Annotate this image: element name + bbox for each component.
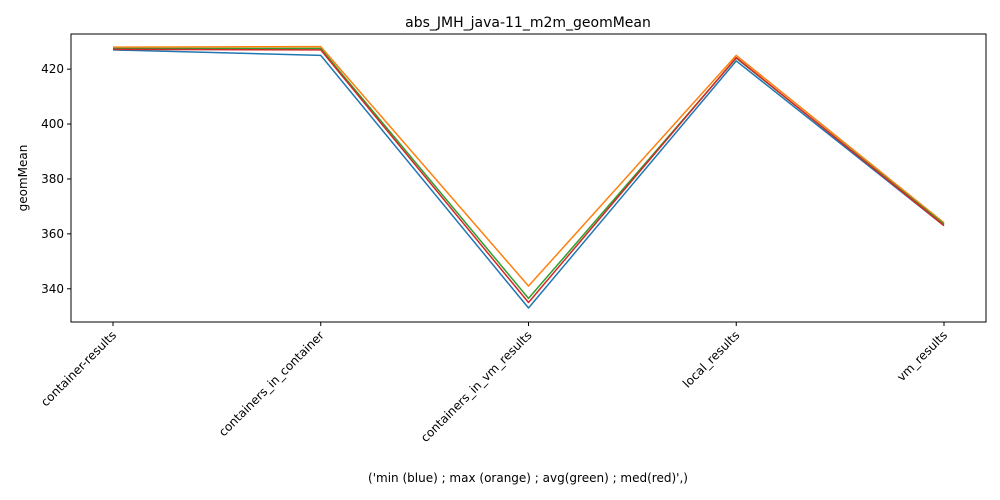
y-tick-label: 360 bbox=[41, 227, 64, 241]
series-line-3 bbox=[112, 48, 945, 304]
x-tick-label: containers_in_vm_results bbox=[418, 328, 535, 445]
series-line-1 bbox=[112, 45, 945, 287]
x-tick-label: vm_results bbox=[894, 328, 950, 384]
x-axis: container-results containers_in_container… bbox=[38, 322, 950, 445]
y-axis: 340 360 380 400 420 bbox=[41, 62, 71, 296]
plot-area bbox=[70, 33, 987, 323]
plot-frame bbox=[70, 33, 987, 323]
y-tick-label: 420 bbox=[41, 62, 64, 76]
x-tick-label: local_results bbox=[680, 328, 742, 390]
y-tick-label: 380 bbox=[41, 172, 64, 186]
x-tick-label: container-results bbox=[38, 328, 119, 409]
x-axis-label: ('min (blue) ; max (orange) ; avg(green)… bbox=[368, 471, 688, 485]
y-tick-label: 400 bbox=[41, 117, 64, 131]
series-line-0 bbox=[112, 49, 945, 309]
chart-title: abs_JMH_java-11_m2m_geomMean bbox=[405, 15, 651, 31]
series-line-2 bbox=[113, 47, 945, 300]
x-tick-label: containers_in_container bbox=[216, 328, 327, 439]
y-tick-label: 340 bbox=[41, 282, 64, 296]
y-axis-label: geomMean bbox=[16, 145, 30, 212]
